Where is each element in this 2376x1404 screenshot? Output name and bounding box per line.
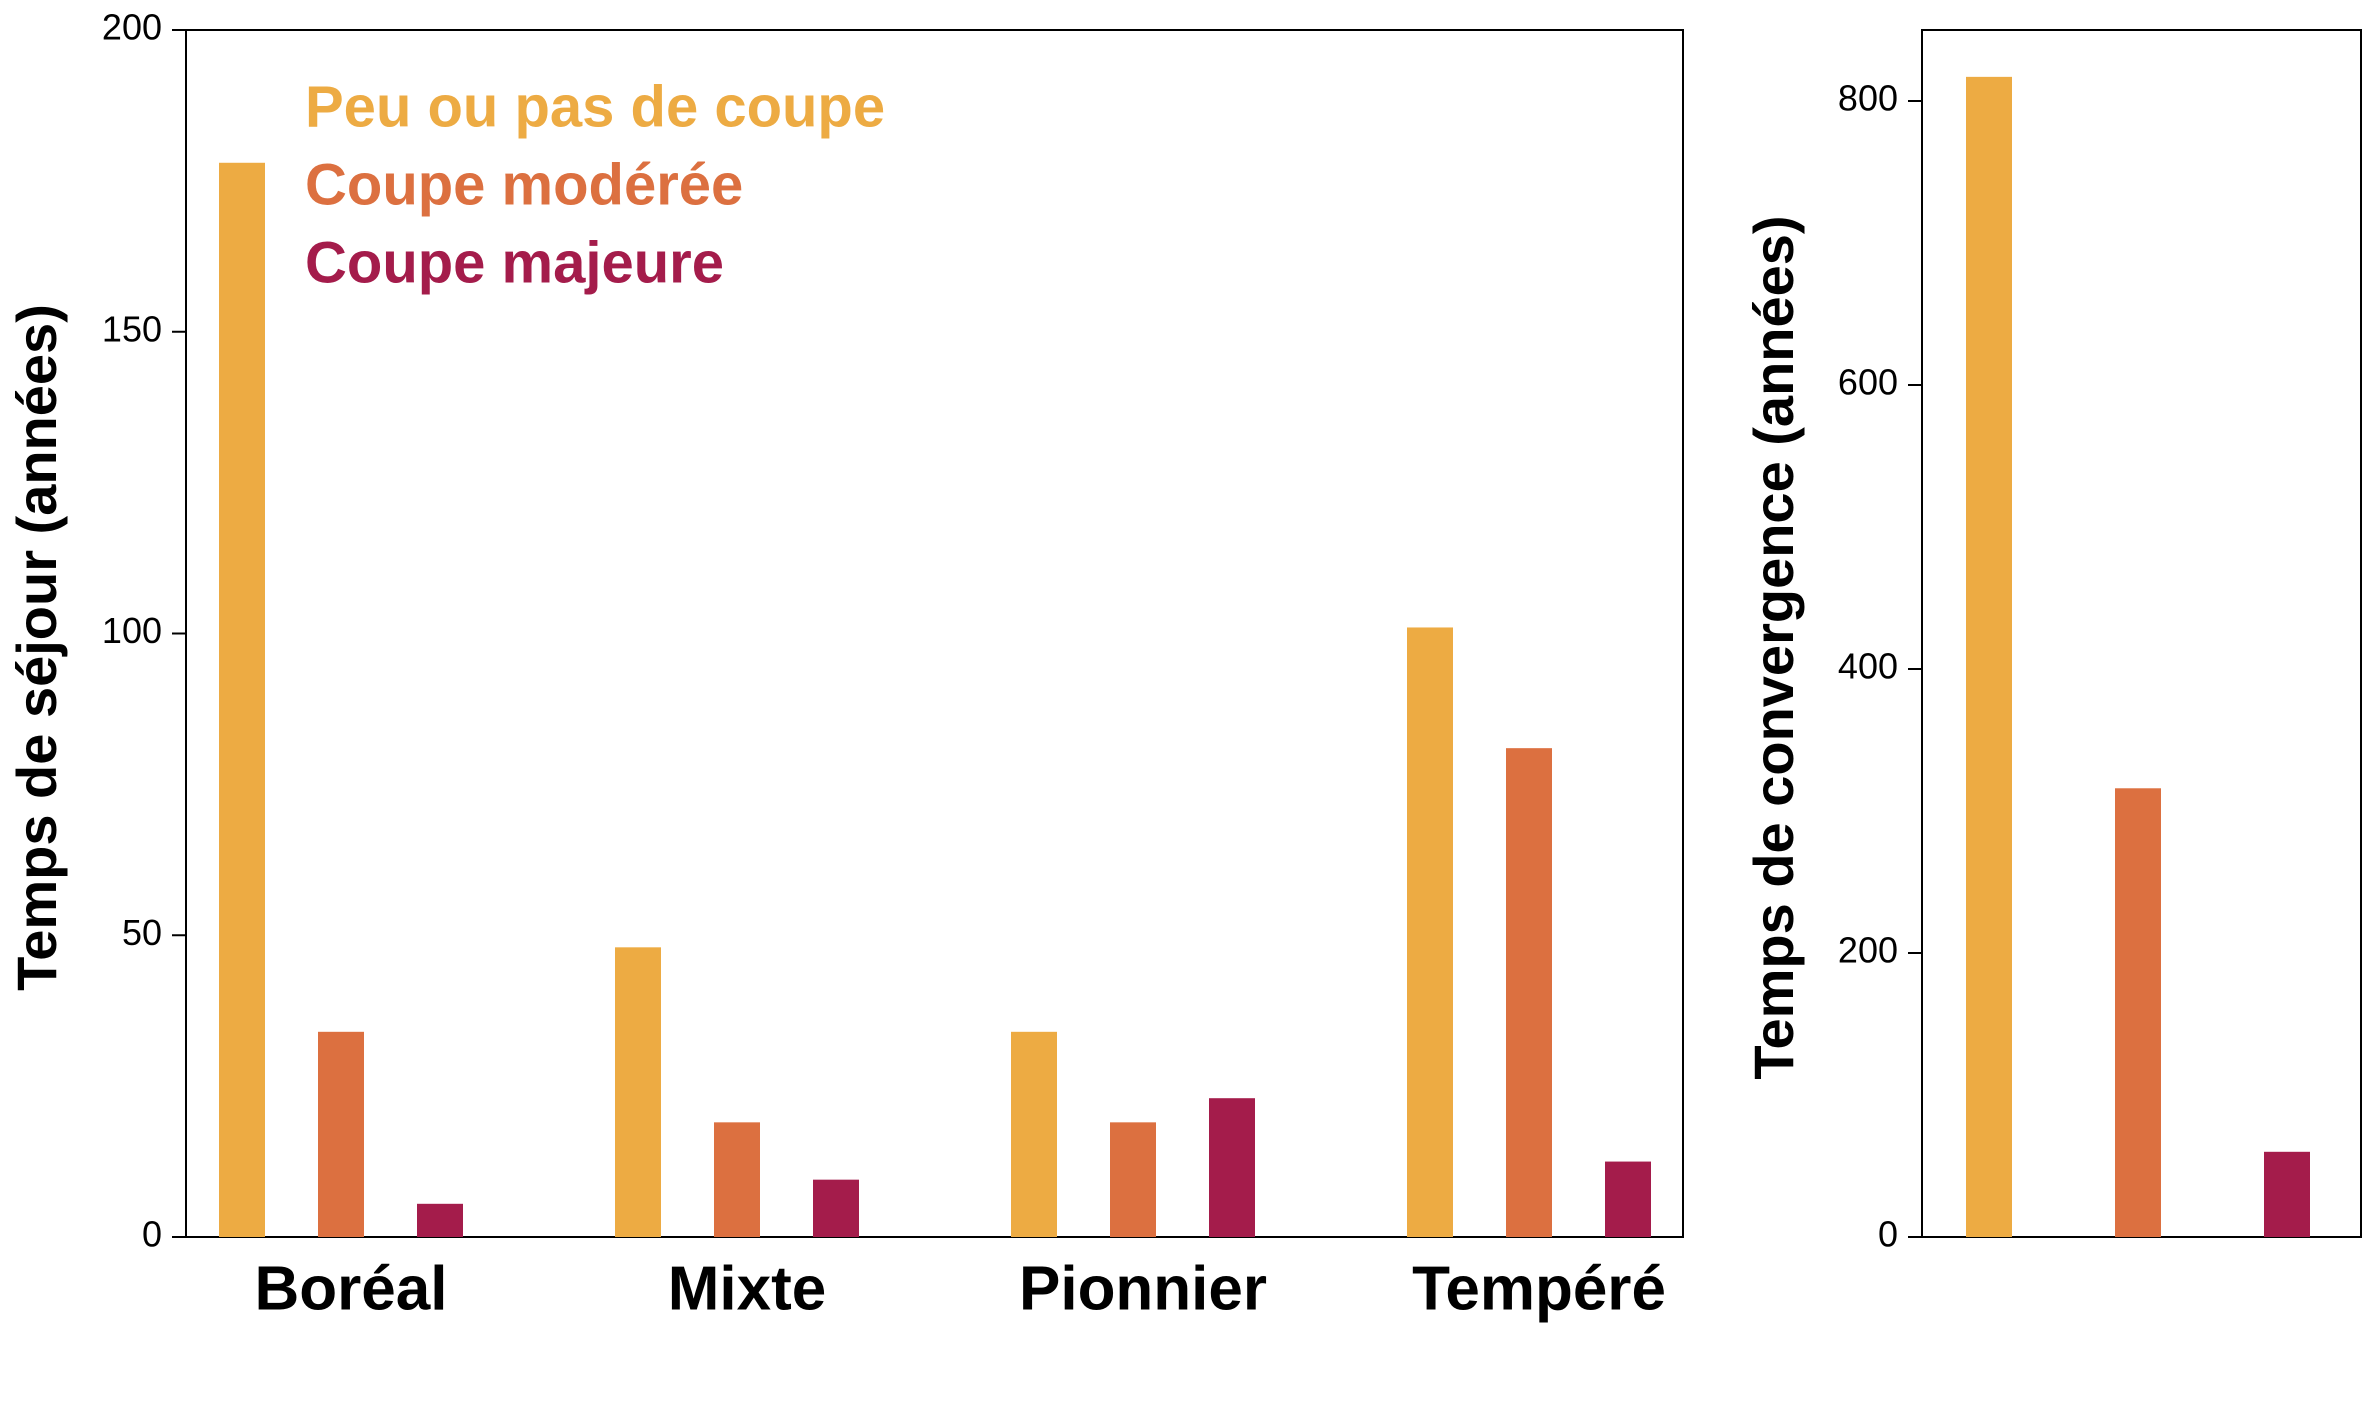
bar	[2115, 788, 2161, 1237]
y-tick-label: 200	[1838, 930, 1898, 971]
bar	[417, 1203, 463, 1237]
legend-entry: Peu ou pas de coupe	[305, 74, 885, 139]
bar	[1605, 1161, 1651, 1237]
x-tick-label: Boréal	[255, 1254, 448, 1323]
y-tick-label: 800	[1838, 78, 1898, 119]
bar	[1506, 748, 1552, 1237]
bar	[813, 1179, 859, 1237]
x-tick-label: Pionnier	[1019, 1254, 1267, 1323]
legend-entry: Coupe modérée	[305, 152, 743, 217]
bar	[219, 162, 265, 1237]
legend-entry: Coupe majeure	[305, 230, 724, 295]
bar	[1966, 76, 2012, 1238]
x-tick-label: Mixte	[668, 1254, 826, 1323]
y-tick-label: 150	[102, 308, 162, 349]
bar	[318, 1031, 364, 1237]
y-tick-label: 50	[122, 912, 162, 953]
y-tick-label: 0	[1878, 1214, 1898, 1255]
bar	[1407, 627, 1453, 1237]
y-tick-label: 0	[142, 1214, 162, 1255]
bar	[2264, 1151, 2310, 1237]
y-tick-label: 600	[1838, 362, 1898, 403]
bar	[1011, 1031, 1057, 1237]
y-axis-title: Temps de convergence (années)	[1742, 215, 1805, 1079]
bar	[615, 947, 661, 1237]
bar	[1110, 1122, 1156, 1237]
bar	[714, 1122, 760, 1237]
y-axis-title: Temps de séjour (années)	[5, 304, 68, 991]
y-tick-label: 400	[1838, 646, 1898, 687]
x-tick-label: Tempéré	[1412, 1254, 1666, 1323]
y-tick-label: 100	[102, 610, 162, 651]
y-tick-label: 200	[102, 7, 162, 48]
bar	[1209, 1098, 1255, 1237]
